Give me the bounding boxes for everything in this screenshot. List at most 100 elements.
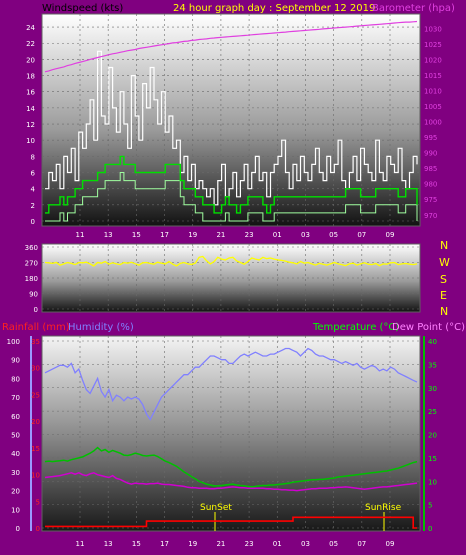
y-tick-label: 0 <box>31 218 35 226</box>
humidity-tick-label: 50 <box>11 432 20 440</box>
temperature-tick-label: 0 <box>428 525 432 533</box>
direction-tick-label: 180 <box>25 275 38 283</box>
compass-label: N <box>440 239 448 252</box>
x-tick-label: 21 <box>216 231 225 239</box>
barometer-tick-label: 985 <box>424 165 437 173</box>
compass-label: E <box>440 289 447 302</box>
y-tick-label: 4 <box>31 186 36 194</box>
temp-axis-bar <box>423 336 425 531</box>
y-tick-label: 10 <box>26 137 35 145</box>
humidity-tick-label: 10 <box>11 506 20 514</box>
barometer-tick-label: 990 <box>424 150 437 158</box>
x-tick-label: 05 <box>329 231 338 239</box>
y-tick-label: 18 <box>26 73 35 81</box>
temperature-series-line <box>44 446 418 488</box>
windspeed-axis-label: Windspeed (kts) <box>42 3 123 14</box>
x-tick-label: 21 <box>216 540 225 548</box>
x-tick-label: 17 <box>160 540 169 548</box>
humidity-tick-label: 0 <box>16 525 20 533</box>
barometer-axis-label: Barometer (hpa) <box>372 3 455 14</box>
temperature-tick-label: 25 <box>428 408 437 416</box>
compass-label: S <box>440 273 447 286</box>
sunset-label: SunSet <box>200 503 232 513</box>
y-tick-label: 24 <box>26 24 35 32</box>
rainfall-tick-label: 0 <box>36 525 40 533</box>
x-tick-label: 23 <box>245 231 254 239</box>
wind-plot-area <box>41 13 421 227</box>
y-tick-label: 6 <box>31 170 36 178</box>
rainfall-series-line <box>45 516 417 529</box>
temperature-tick-label: 35 <box>428 361 437 369</box>
barometer-tick-label: 995 <box>424 134 437 142</box>
x-tick-label: 11 <box>76 231 85 239</box>
humidity-series-line <box>44 347 418 421</box>
humidity-tick-label: 80 <box>11 375 20 383</box>
barometer-tick-label: 970 <box>424 212 437 220</box>
dew-point-axis-label: Dew Point (°C) <box>392 322 465 333</box>
x-tick-label: 13 <box>104 231 113 239</box>
chart-dynamic-layer: 0246810121416182022249709759809859909951… <box>7 14 442 548</box>
x-tick-label: 15 <box>132 540 141 548</box>
x-tick-label: 01 <box>273 231 282 239</box>
humidity-tick-label: 100 <box>7 338 20 346</box>
humidity-tick-label: 20 <box>11 488 20 496</box>
barometer-tick-label: 1010 <box>424 87 442 95</box>
barometer-tick-label: 980 <box>424 181 437 189</box>
chart-title: 24 hour graph day : September 12 2019 <box>173 3 375 14</box>
compass-labels: N W S E N <box>439 239 450 318</box>
barometer-tick-label: 1015 <box>424 72 442 80</box>
wind-direction-series-line <box>44 255 418 267</box>
wind-min-series-line <box>45 172 418 222</box>
y-tick-label: 22 <box>26 40 35 48</box>
rainfall-tick-label: 25 <box>31 391 40 399</box>
compass-label: N <box>440 305 448 318</box>
direction-tick-label: 90 <box>29 291 38 299</box>
x-tick-label: 01 <box>273 540 282 548</box>
barometer-tick-label: 1005 <box>424 103 442 111</box>
barometer-tick-label: 1000 <box>424 119 442 127</box>
x-tick-label: 07 <box>357 231 366 239</box>
rainfall-axis-label: Rainfall (mm) <box>2 322 70 333</box>
y-tick-label: 12 <box>26 121 35 129</box>
rainfall-tick-label: 5 <box>36 498 40 506</box>
x-tick-label: 09 <box>386 231 395 239</box>
direction-tick-label: 270 <box>25 260 38 268</box>
barometer-series-line <box>44 20 418 73</box>
x-tick-label: 03 <box>301 540 310 548</box>
rainfall-tick-label: 35 <box>31 338 40 346</box>
humidity-tick-label: 30 <box>11 469 20 477</box>
rainfall-tick-label: 10 <box>31 472 40 480</box>
sunrise-label: SunRise <box>365 503 402 513</box>
barometer-tick-label: 1020 <box>424 56 442 64</box>
dew-point-series-line <box>44 471 418 492</box>
y-tick-label: 14 <box>26 105 35 113</box>
temperature-tick-label: 30 <box>428 385 437 393</box>
barometer-tick-label: 1030 <box>424 25 442 33</box>
temperature-tick-label: 5 <box>428 502 432 510</box>
x-tick-label: 09 <box>386 540 395 548</box>
temp-plot-area <box>41 335 421 532</box>
rainfall-tick-label: 20 <box>31 418 40 426</box>
x-tick-label: 13 <box>104 540 113 548</box>
windspeed-series-line <box>45 155 418 214</box>
temperature-tick-label: 20 <box>428 432 437 440</box>
x-tick-label: 19 <box>188 231 197 239</box>
humidity-tick-label: 40 <box>11 450 20 458</box>
x-tick-label: 05 <box>329 540 338 548</box>
direction-tick-label: 360 <box>25 244 38 252</box>
compass-label: W <box>439 256 450 269</box>
y-tick-label: 2 <box>31 202 35 210</box>
humidity-tick-label: 60 <box>11 413 20 421</box>
x-tick-label: 23 <box>245 540 254 548</box>
temperature-tick-label: 10 <box>428 478 437 486</box>
x-tick-label: 19 <box>188 540 197 548</box>
rainfall-tick-label: 30 <box>31 365 40 373</box>
barometer-tick-label: 975 <box>424 196 437 204</box>
y-tick-label: 20 <box>26 56 35 64</box>
humidity-tick-label: 70 <box>11 394 20 402</box>
x-tick-label: 07 <box>357 540 366 548</box>
rain-axis-bar <box>30 336 32 531</box>
x-tick-label: 15 <box>132 231 141 239</box>
